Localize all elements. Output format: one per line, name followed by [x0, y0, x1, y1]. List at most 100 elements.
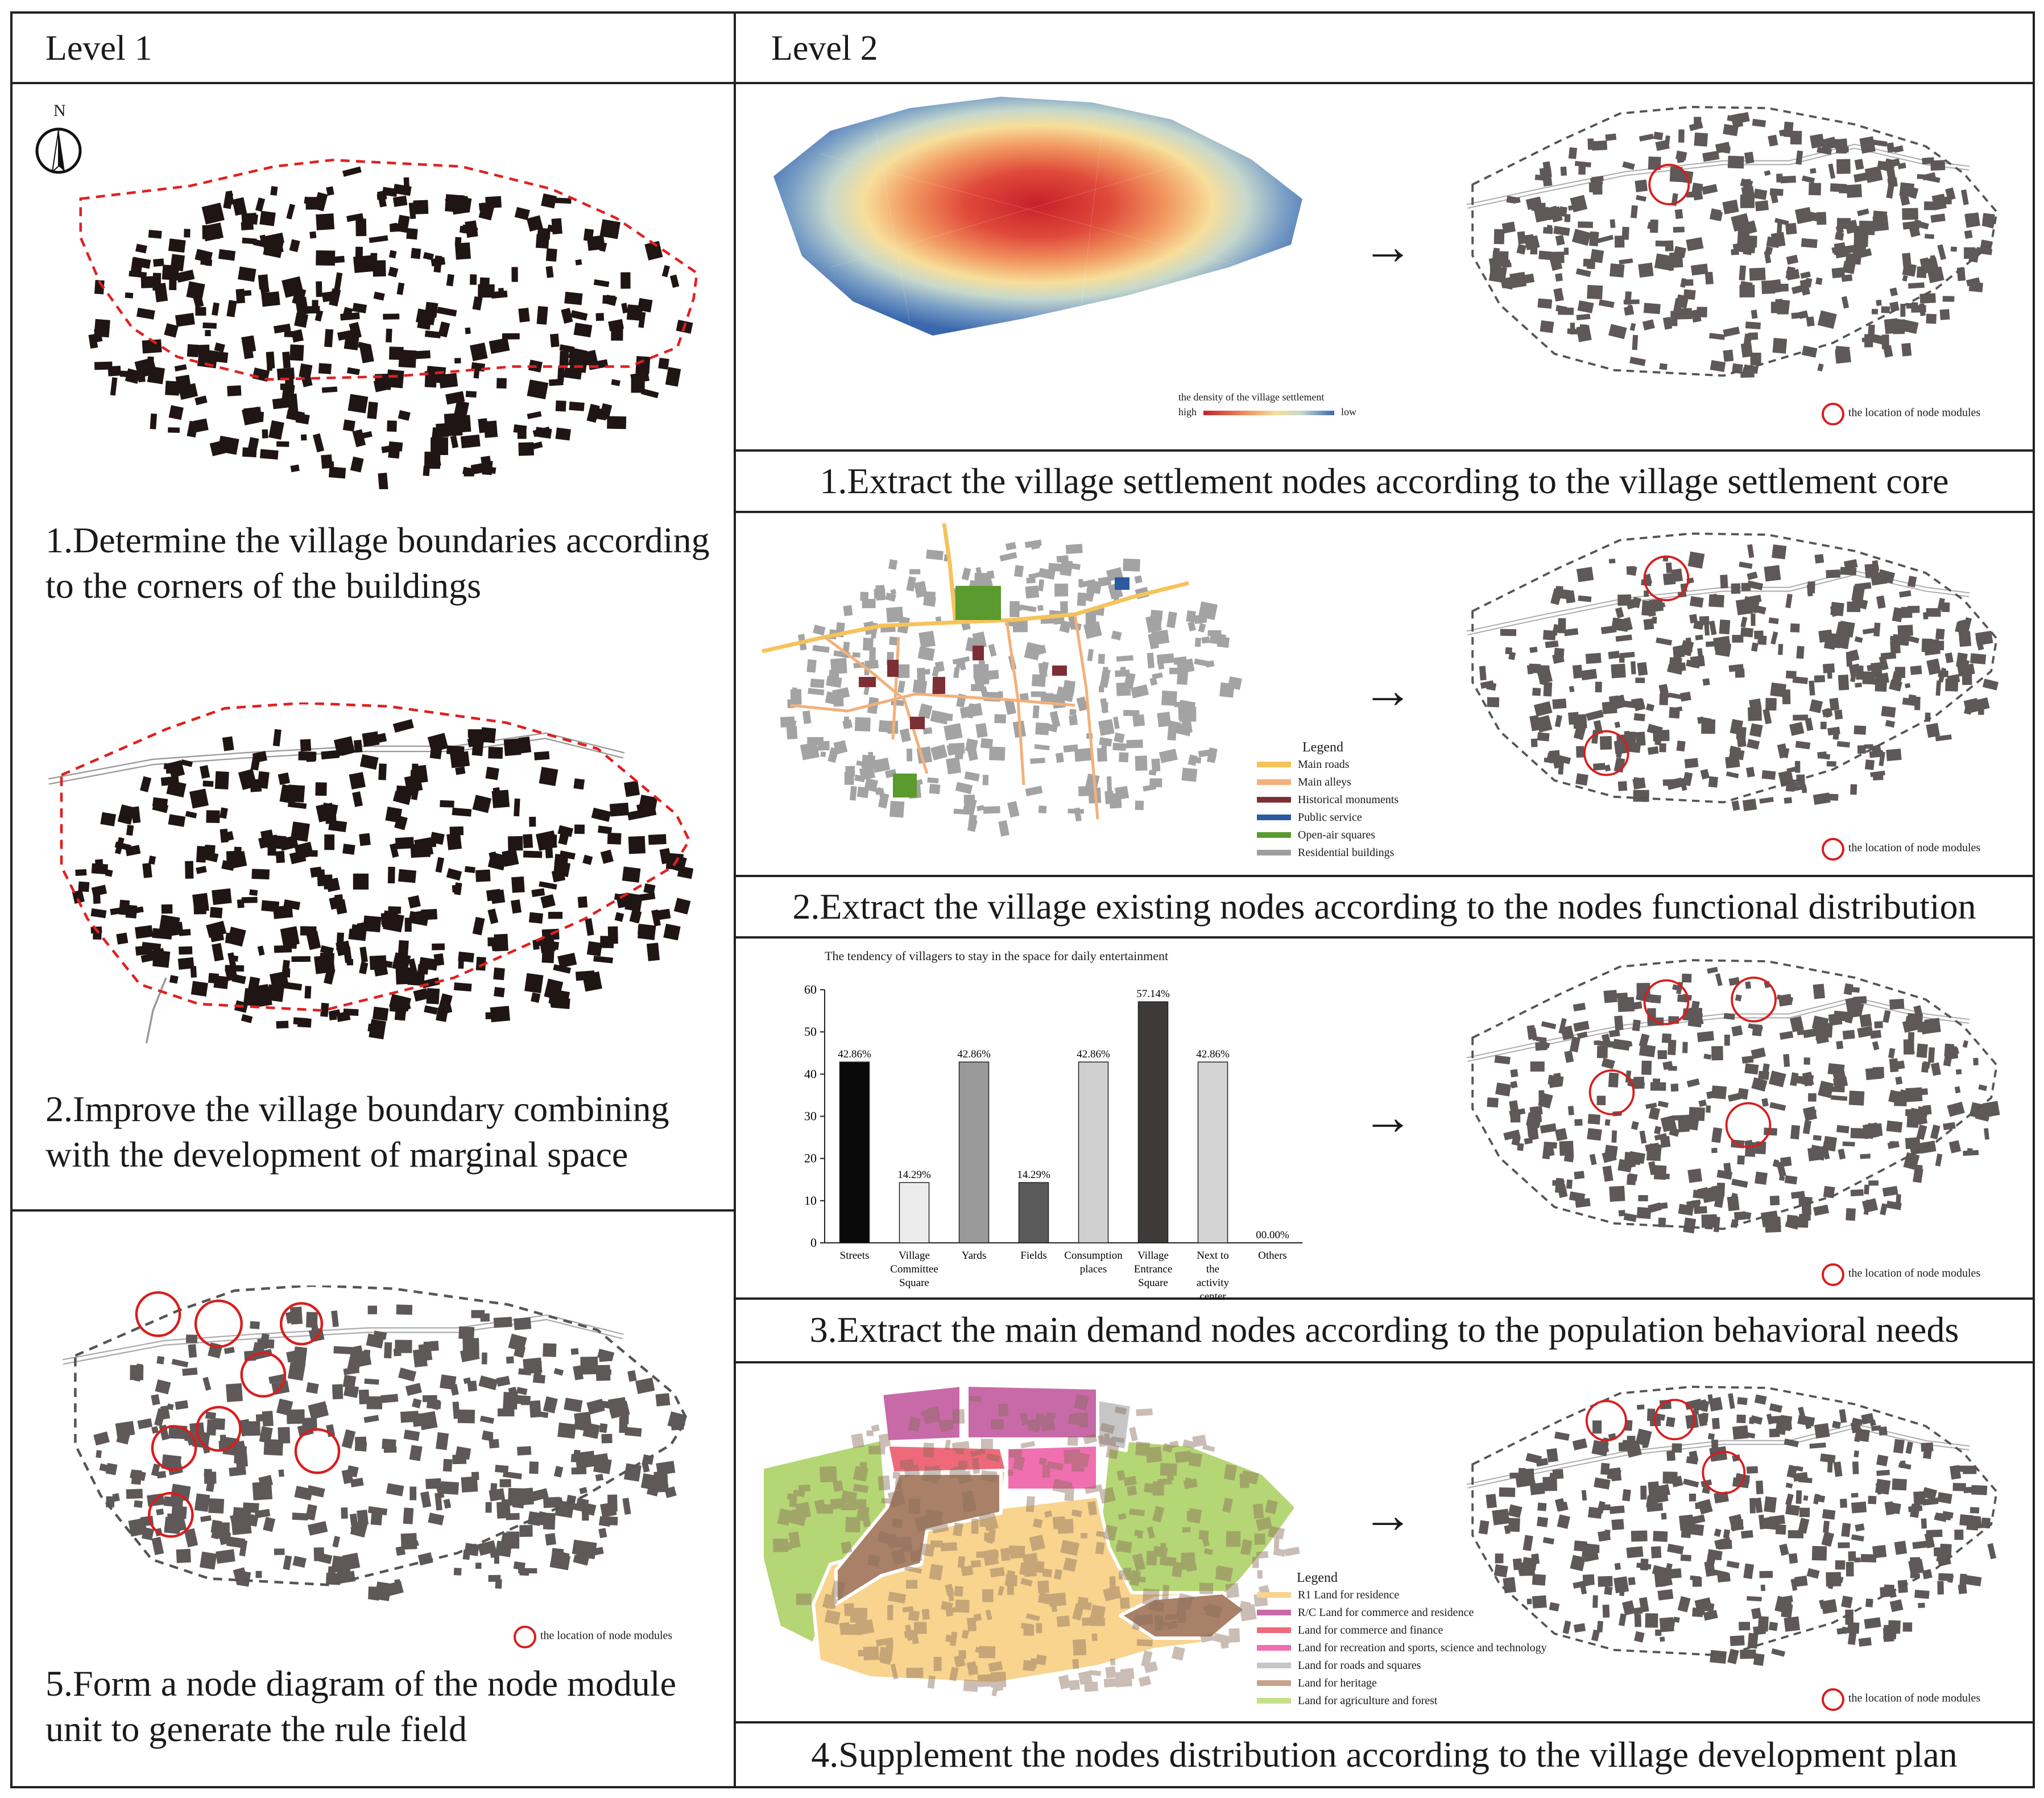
node-circle-icon: [1822, 403, 1844, 425]
bar: [839, 1061, 870, 1243]
landuse-legend-swatch: [1257, 1609, 1291, 1615]
node-legend-l1: the location of node modules: [512, 1624, 672, 1650]
functional-legend-swatch: [1257, 761, 1291, 767]
functional-legend-item: Residential buildings: [1257, 844, 1398, 861]
y-tick-label: 60: [804, 982, 817, 997]
density-high-label: high: [1178, 406, 1197, 418]
functional-legend-swatch: [1257, 832, 1291, 838]
functional-legend-title: Legend: [1302, 740, 1343, 755]
category-label: Square: [899, 1277, 929, 1289]
functional-legend-label: Residential buildings: [1298, 846, 1395, 859]
landuse-legend-title: Legend: [1297, 1570, 1338, 1585]
category-label: center: [1199, 1291, 1226, 1303]
village-map-boundary-1: [79, 159, 698, 489]
bar-value-label: 00.00%: [1256, 1229, 1289, 1241]
header-level-1: Level 1: [45, 29, 152, 68]
density-legend-title: the density of the village settlement: [1178, 391, 1325, 403]
functional-legend-label: Public service: [1298, 811, 1362, 824]
category-label: activity: [1197, 1277, 1229, 1289]
landuse-legend-item: R/C Land for commerce and residence: [1257, 1603, 1547, 1621]
level2-step1-caption: 1.Extract the village settlement nodes a…: [820, 461, 1949, 501]
functional-legend-swatch: [1257, 779, 1291, 785]
node-legend-r2: the location of node modules: [1820, 836, 1980, 862]
north-label: N: [53, 101, 66, 120]
bar-value-label: 42.86%: [838, 1048, 871, 1060]
landuse-legend-label: R1 Land for residence: [1298, 1588, 1400, 1601]
category-label: Committee: [890, 1263, 938, 1275]
category-label: Yards: [962, 1250, 986, 1262]
landuse-legend-label: Land for recreation and sports, science …: [1298, 1641, 1547, 1654]
functional-legend-item: Public service: [1257, 808, 1398, 826]
functional-distribution-map: [762, 523, 1242, 837]
arrow-row1: →: [1362, 219, 1413, 275]
landuse-legend-label: Land for commerce and finance: [1298, 1623, 1443, 1636]
landuse-legend-label: Land for heritage: [1298, 1676, 1377, 1689]
density-heatmap: [773, 97, 1302, 336]
functional-legend-item: Main roads: [1257, 755, 1398, 773]
functional-legend-swatch: [1257, 796, 1291, 803]
village-map-plan-nodes: [1466, 1386, 1998, 1666]
landuse-legend-swatch: [1257, 1680, 1291, 1686]
y-tick-label: 10: [804, 1193, 817, 1208]
bar: [1197, 1061, 1228, 1243]
node-circle-icon: [514, 1626, 536, 1648]
y-tick-label: 20: [804, 1151, 817, 1165]
functional-legend-swatch: [1257, 849, 1291, 855]
y-tick-label: 40: [804, 1067, 817, 1081]
density-low-label: low: [1341, 406, 1357, 418]
node-legend-r1: the location of node modules: [1820, 401, 1980, 427]
village-map-existing-nodes: [1466, 532, 1999, 812]
functional-legend-swatch: [1257, 814, 1291, 820]
node-legend-label: the location of node modules: [1848, 841, 1981, 854]
header-level-2: Level 2: [771, 29, 878, 68]
level1-step5-caption: 5.Form a node diagram of the node module…: [45, 1663, 677, 1749]
node-legend-r4: the location of node modules: [1820, 1687, 1980, 1713]
node-circle-icon: [1822, 1263, 1844, 1286]
category-label: Village: [899, 1250, 930, 1262]
arrow-row2: →: [1362, 663, 1413, 719]
level1-step2-caption: 2.Improve the village boundary combining…: [45, 1089, 669, 1175]
y-tick-label: 0: [810, 1235, 817, 1250]
landuse-legend: Legend R1 Land for residence R/C Land for…: [1257, 1570, 1547, 1709]
landuse-legend-item: Land for roads and squares: [1257, 1656, 1547, 1674]
node-legend-label: the location of node modules: [1848, 1692, 1981, 1705]
bar-value-label: 42.86%: [1196, 1048, 1230, 1060]
bar-value-label: 14.29%: [1017, 1169, 1050, 1181]
bar: [899, 1182, 930, 1243]
category-label: Square: [1138, 1277, 1168, 1289]
bar-value-label: 57.14%: [1136, 988, 1170, 1000]
node-legend-label: the location of node modules: [1848, 1267, 1981, 1280]
functional-legend-item: Open-air squares: [1257, 826, 1398, 844]
category-label: Fields: [1020, 1250, 1046, 1262]
density-legend: high low: [1178, 405, 1356, 419]
landuse-plan-map: [760, 1383, 1300, 1697]
node-circle-icon: [1822, 838, 1844, 861]
chart-title: The tendency of villagers to stay in the…: [825, 949, 1169, 963]
category-label: the: [1206, 1263, 1219, 1275]
arrow-row3: →: [1362, 1089, 1413, 1146]
landuse-legend-item: Land for recreation and sports, science …: [1257, 1639, 1547, 1656]
node-circle-icon: [1822, 1688, 1844, 1711]
node-legend-label: the location of node modules: [1848, 406, 1981, 419]
arrow-row4: →: [1362, 1487, 1413, 1544]
bar-value-label: 42.86%: [1077, 1048, 1110, 1060]
landuse-legend-item: R1 Land for residence: [1257, 1586, 1547, 1603]
bar-value-label: 14.29%: [897, 1169, 931, 1181]
density-color-bar: [1203, 411, 1335, 416]
y-tick-label: 30: [804, 1109, 817, 1123]
landuse-legend-swatch: [1257, 1644, 1291, 1651]
functional-legend-item: Main alleys: [1257, 773, 1398, 791]
functional-legend-label: Main roads: [1298, 758, 1350, 771]
landuse-legend-swatch: [1257, 1592, 1291, 1598]
landuse-legend-label: Land for roads and squares: [1298, 1659, 1421, 1672]
level2-step3-caption: 3.Extract the main demand nodes accordin…: [809, 1309, 1959, 1350]
category-label: Streets: [840, 1250, 870, 1262]
entertainment-bar-chart: 010203040506042.86%Streets14.29%VillageC…: [804, 982, 1302, 1303]
bar: [1018, 1182, 1049, 1243]
functional-legend-label: Main alleys: [1298, 775, 1351, 788]
node-legend-label: the location of node modules: [540, 1629, 673, 1642]
village-map-node-diagram: [63, 1286, 689, 1602]
category-label: Others: [1258, 1250, 1287, 1262]
landuse-legend-item: Land for agriculture and forest: [1257, 1692, 1547, 1709]
